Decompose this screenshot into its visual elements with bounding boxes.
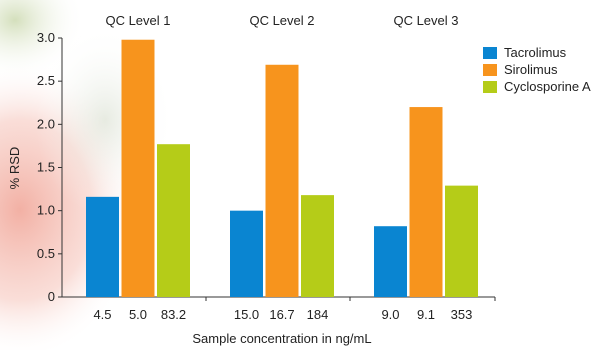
y-tick-label: 0.5: [37, 246, 55, 261]
x-axis: [62, 296, 496, 301]
bar-tacrolimus-1: [86, 196, 119, 297]
y-tick-label: 0: [48, 289, 55, 304]
concentration-label: 353: [451, 307, 473, 322]
concentration-label: 4.5: [93, 307, 111, 322]
bar-sirolimus-3: [409, 107, 443, 297]
legend-label: Sirolimus: [504, 62, 558, 77]
concentration-label: 15.0: [234, 307, 259, 322]
concentration-labels: 4.5 15.0 9.0 5.0 16.7 9.1 83.2 184 353: [93, 307, 472, 322]
bar-sirolimus-1: [121, 39, 155, 298]
legend: Tacrolimus Sirolimus Cyclosporine A: [483, 44, 591, 95]
y-tick-label: 2.5: [37, 73, 55, 88]
bar-cyclosporine-a-3: [445, 185, 478, 297]
concentration-label: 9.1: [417, 307, 435, 322]
y-axis-label: % RSD: [7, 147, 22, 190]
legend-label: Tacrolimus: [504, 45, 567, 60]
y-tick-label: 1.5: [37, 160, 55, 175]
group-label: QC Level 2: [249, 13, 314, 28]
x-axis-label: Sample concentration in ng/mL: [192, 331, 371, 346]
y-tick-label: 3.0: [37, 30, 55, 45]
concentration-label: 16.7: [269, 307, 294, 322]
legend-item: Cyclosporine A: [483, 78, 591, 95]
group-label: QC Level 1: [105, 13, 170, 28]
bar-cyclosporine-a-1: [157, 144, 190, 297]
bar-tacrolimus-3: [374, 226, 407, 297]
legend-swatch: [483, 80, 497, 93]
concentration-label: 5.0: [129, 307, 147, 322]
legend-item: Tacrolimus: [483, 44, 591, 61]
concentration-label: 83.2: [161, 307, 186, 322]
legend-item: Sirolimus: [483, 61, 591, 78]
bar-cyclosporine-a-2: [301, 195, 334, 297]
bar-tacrolimus-2: [230, 210, 263, 297]
legend-label: Cyclosporine A: [504, 79, 591, 94]
group-labels: QC Level 1 QC Level 2 QC Level 3: [105, 13, 458, 28]
concentration-label: 9.0: [381, 307, 399, 322]
bars: [86, 39, 478, 298]
y-tick-label: 1.0: [37, 203, 55, 218]
concentration-label: 184: [307, 307, 329, 322]
y-tick-label: 2.0: [37, 116, 55, 131]
bar-sirolimus-2: [265, 64, 299, 297]
legend-swatch: [483, 63, 497, 76]
y-axis: 0 0.5 1.0 1.5 2.0 2.5 3.0: [37, 30, 63, 304]
group-label: QC Level 3: [393, 13, 458, 28]
legend-swatch: [483, 46, 497, 59]
